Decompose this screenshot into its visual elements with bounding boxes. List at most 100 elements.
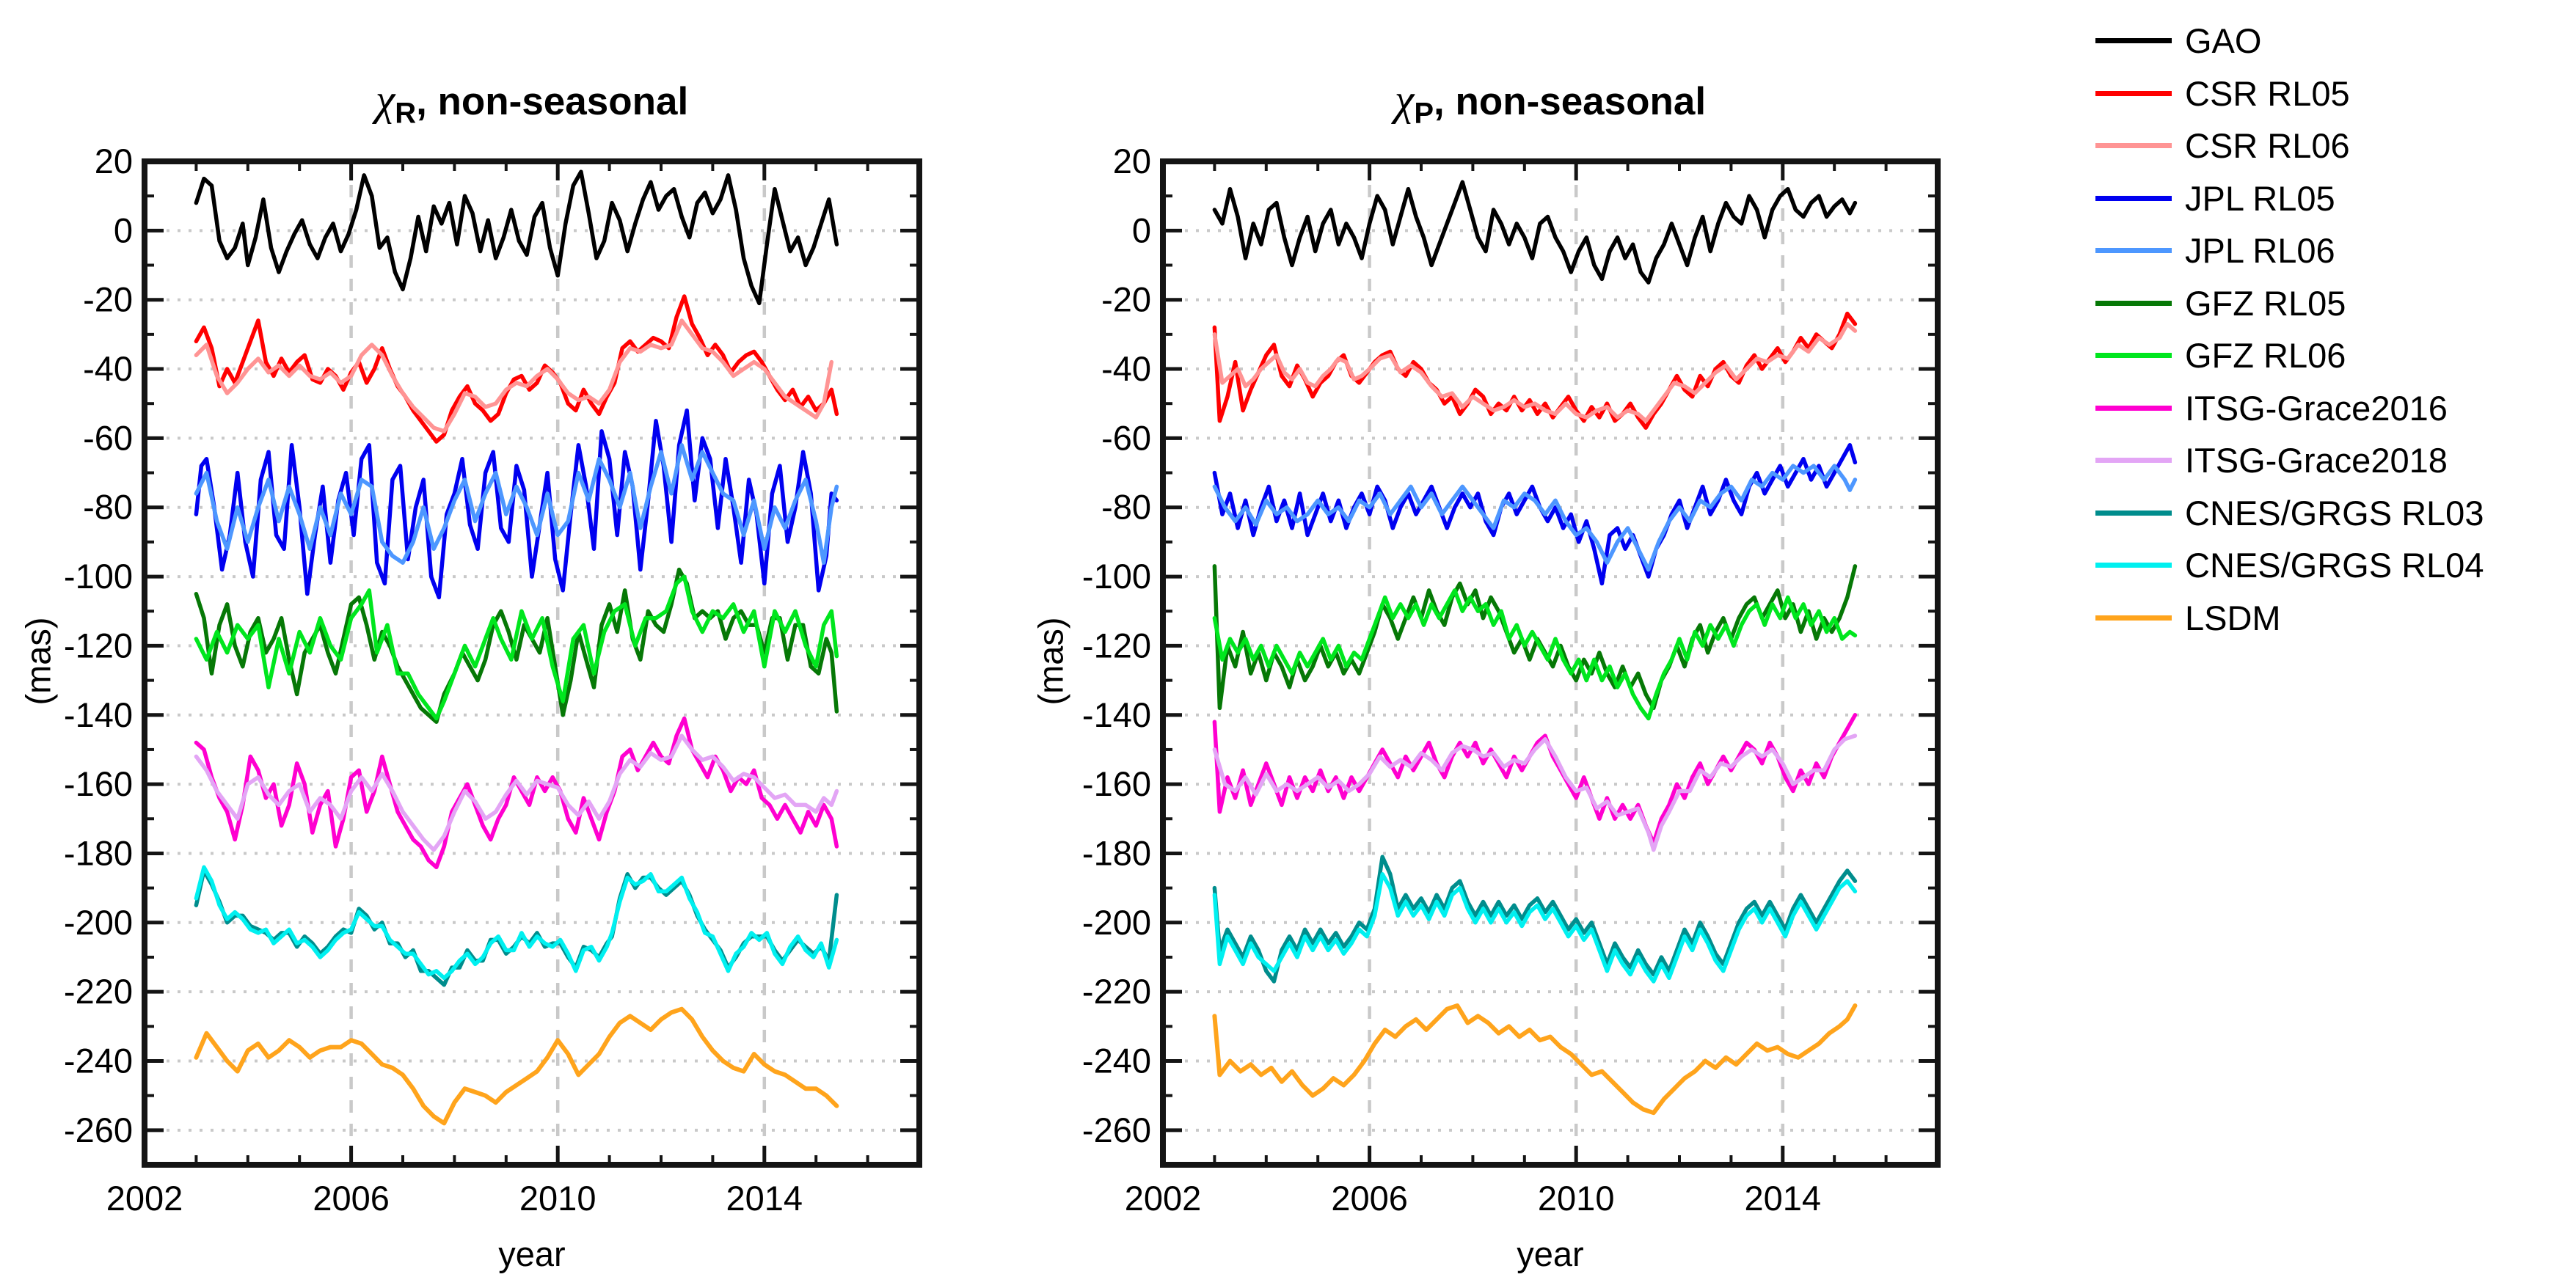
- legend-line-swatch: [2095, 195, 2172, 201]
- series-line-CSR-RL05: [194, 294, 839, 444]
- x-tick-label: 2010: [1538, 1179, 1615, 1218]
- legend-label: GFZ RL06: [2185, 336, 2346, 376]
- panel-right-ylabel: (mas): [1031, 617, 1070, 706]
- series-line-CSR-RL05: [1212, 311, 1858, 430]
- y-tick-label: -80: [1101, 488, 1151, 527]
- y-tick-label: 0: [114, 211, 133, 249]
- y-tick-label: -60: [1101, 418, 1151, 457]
- legend-label: CSR RL05: [2185, 73, 2350, 113]
- legend-label: LSDM: [2185, 598, 2281, 637]
- legend-line-swatch: [2095, 615, 2172, 621]
- legend-line-swatch: [2095, 405, 2172, 411]
- x-tick-label: 2002: [106, 1179, 183, 1218]
- y-tick-label: -220: [1082, 972, 1151, 1011]
- y-tick-label: -100: [1082, 557, 1151, 596]
- series-line-CSR-RL06: [1212, 321, 1858, 423]
- series-line-JPL-RL06: [194, 443, 839, 565]
- y-tick-label: -240: [1082, 1041, 1151, 1080]
- series-line-LSDM: [1212, 1003, 1858, 1116]
- y-tick-label: -160: [64, 764, 133, 803]
- series-line-ITSG-Grace2018: [1212, 733, 1858, 852]
- legend-item-ITSG-Grace2016: ITSG-Grace2016: [2095, 382, 2484, 435]
- chi-symbol: χ: [375, 76, 395, 124]
- legend-item-JPL-RL06: JPL RL06: [2095, 224, 2484, 277]
- series-line-LSDM: [194, 1006, 839, 1126]
- series-line-ITSG-Grace2016: [1212, 713, 1858, 846]
- title-text: , non-seasonal: [1434, 80, 1707, 123]
- y-tick-label: -20: [1101, 280, 1151, 319]
- panel-left-xlabel: year: [498, 1234, 566, 1273]
- chi-symbol: χ: [1394, 76, 1415, 124]
- panel-left-ylabel: (mas): [18, 617, 58, 706]
- series-line-JPL-RL06: [1212, 464, 1858, 572]
- y-tick-label: 0: [1132, 211, 1151, 249]
- panel-left-title: χR, non-seasonal: [145, 75, 919, 128]
- y-tick-label: 20: [1113, 142, 1151, 180]
- legend-item-JPL-RL05: JPL RL05: [2095, 172, 2484, 225]
- legend-line-swatch: [2095, 248, 2172, 254]
- y-tick-label: -120: [64, 626, 133, 665]
- x-tick-label: 2010: [519, 1179, 596, 1218]
- legend-item-GFZ-RL06: GFZ RL06: [2095, 329, 2484, 382]
- legend-label: CNES/GRGS RL03: [2185, 493, 2484, 533]
- legend-line-swatch: [2095, 90, 2172, 96]
- y-tick-label: -100: [64, 557, 133, 596]
- y-tick-label: -120: [1082, 626, 1151, 665]
- x-tick-label: 2002: [1125, 1179, 1202, 1218]
- series-line-CNES-GRGS-RL03: [1212, 855, 1858, 984]
- x-tick-label: 2014: [726, 1179, 803, 1218]
- legend-label: GAO: [2185, 21, 2262, 61]
- y-tick-label: -180: [1082, 833, 1151, 872]
- y-tick-label: -80: [83, 488, 133, 527]
- x-tick-label: 2006: [313, 1179, 390, 1218]
- series-line-GFZ-RL05: [194, 567, 839, 724]
- panel-right-title: χP, non-seasonal: [1163, 75, 1938, 128]
- series-line-CNES-GRGS-RL04: [194, 865, 839, 981]
- y-tick-label: -20: [83, 280, 133, 319]
- series-line-GFZ-RL06: [1212, 588, 1858, 721]
- x-tick-label: 2006: [1331, 1179, 1408, 1218]
- legend-item-LSDM: LSDM: [2095, 592, 2484, 645]
- y-tick-label: -160: [1082, 764, 1151, 803]
- legend-label: ITSG-Grace2016: [2185, 388, 2448, 428]
- series-line-CSR-RL06: [194, 318, 834, 433]
- legend-line-swatch: [2095, 353, 2172, 359]
- title-subscript: P: [1414, 97, 1434, 130]
- legend-label: GFZ RL05: [2185, 283, 2346, 323]
- legend-item-GAO: GAO: [2095, 15, 2484, 67]
- title-subscript: R: [395, 97, 417, 130]
- legend-item-GFZ-RL05: GFZ RL05: [2095, 277, 2484, 330]
- y-tick-label: -40: [1101, 349, 1151, 388]
- legend-item-ITSG-Grace2018: ITSG-Grace2018: [2095, 434, 2484, 487]
- legend-label: JPL RL05: [2185, 178, 2335, 218]
- legend-item-CSR-RL05: CSR RL05: [2095, 67, 2484, 120]
- legend-label: CNES/GRGS RL04: [2185, 546, 2484, 585]
- legend-label: CSR RL06: [2185, 126, 2350, 166]
- y-tick-label: -220: [64, 972, 133, 1011]
- legend-line-swatch: [2095, 300, 2172, 306]
- panel-right-xlabel: year: [1517, 1234, 1584, 1273]
- y-tick-label: -140: [64, 695, 133, 734]
- y-tick-label: 20: [95, 142, 133, 180]
- y-tick-label: -200: [1082, 903, 1151, 942]
- x-tick-label: 2014: [1745, 1179, 1822, 1218]
- legend-label: ITSG-Grace2018: [2185, 441, 2448, 480]
- axes-box: [1160, 158, 1941, 1168]
- legend: GAO CSR RL05 CSR RL06 JPL RL05 JPL RL06 GFZ R…: [2095, 15, 2484, 644]
- legend-label: JPL RL06: [2185, 231, 2335, 271]
- title-text: , non-seasonal: [416, 80, 689, 123]
- series-line-GAO: [194, 169, 839, 306]
- axes-box: [142, 158, 922, 1168]
- series-line-ITSG-Grace2018: [194, 733, 839, 852]
- legend-line-swatch: [2095, 563, 2172, 568]
- legend-item-CNES-GRGS-RL04: CNES/GRGS RL04: [2095, 539, 2484, 592]
- legend-line-swatch: [2095, 143, 2172, 149]
- legend-item-CSR-RL06: CSR RL06: [2095, 120, 2484, 172]
- legend-line-swatch: [2095, 458, 2172, 464]
- y-tick-label: -200: [64, 903, 133, 942]
- legend-line-swatch: [2095, 510, 2172, 516]
- series-line-GAO: [1212, 180, 1858, 285]
- series-line-GFZ-RL06: [194, 574, 839, 721]
